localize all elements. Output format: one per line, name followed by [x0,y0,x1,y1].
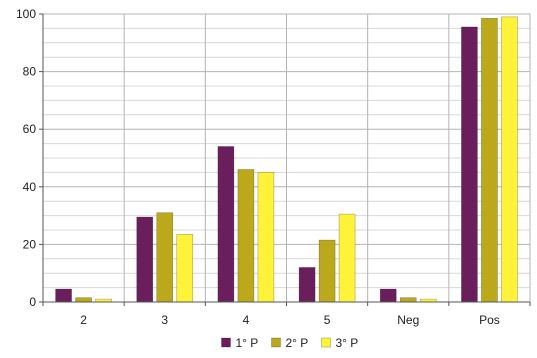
bar-3P-3 [176,234,194,303]
y-tick-label: 100 [16,7,36,21]
bar-3P-4 [257,172,275,303]
y-tick-label: 60 [23,122,37,136]
bar-2P-2 [75,297,92,303]
bar-2P-pos [481,18,498,303]
grid-lines [42,13,531,303]
bar-2P-5 [318,239,336,303]
bar-3P-pos [501,16,518,303]
bar-2P-neg [399,297,417,303]
bars [55,16,518,303]
x-tick-label: 4 [243,313,250,327]
bar-1P-3 [136,216,154,303]
bar-2P-4 [237,169,255,303]
y-tick-label: 40 [23,180,37,194]
legend-swatch [221,337,231,348]
y-tick-label: 80 [23,65,37,79]
x-tick-label: Pos [479,313,500,327]
legend-label: 3° P [336,336,359,350]
x-tick-label: Neg [397,313,419,327]
bar-2P-3 [156,212,174,303]
x-tick-label: 3 [161,313,168,327]
legend-label: 1° P [236,336,259,350]
bar-1P-neg [379,288,397,303]
y-tick-label: 0 [29,295,36,309]
legend-label: 2° P [286,336,309,350]
bar-1P-2 [55,288,72,303]
legend-swatch [271,337,281,348]
legend-swatch [321,337,331,348]
x-tick-label: 5 [324,313,331,327]
bar-1P-4 [217,146,235,303]
bar-1P-5 [298,267,316,303]
bar-1P-pos [461,26,478,303]
x-tick-label: 2 [80,313,87,327]
legend: 1° P 2° P 3° P [221,336,359,350]
bar-3P-5 [338,213,356,303]
y-tick-label: 20 [23,237,37,251]
axes: 0 20 40 60 80 100 2 3 4 5 Neg Pos [16,7,531,327]
